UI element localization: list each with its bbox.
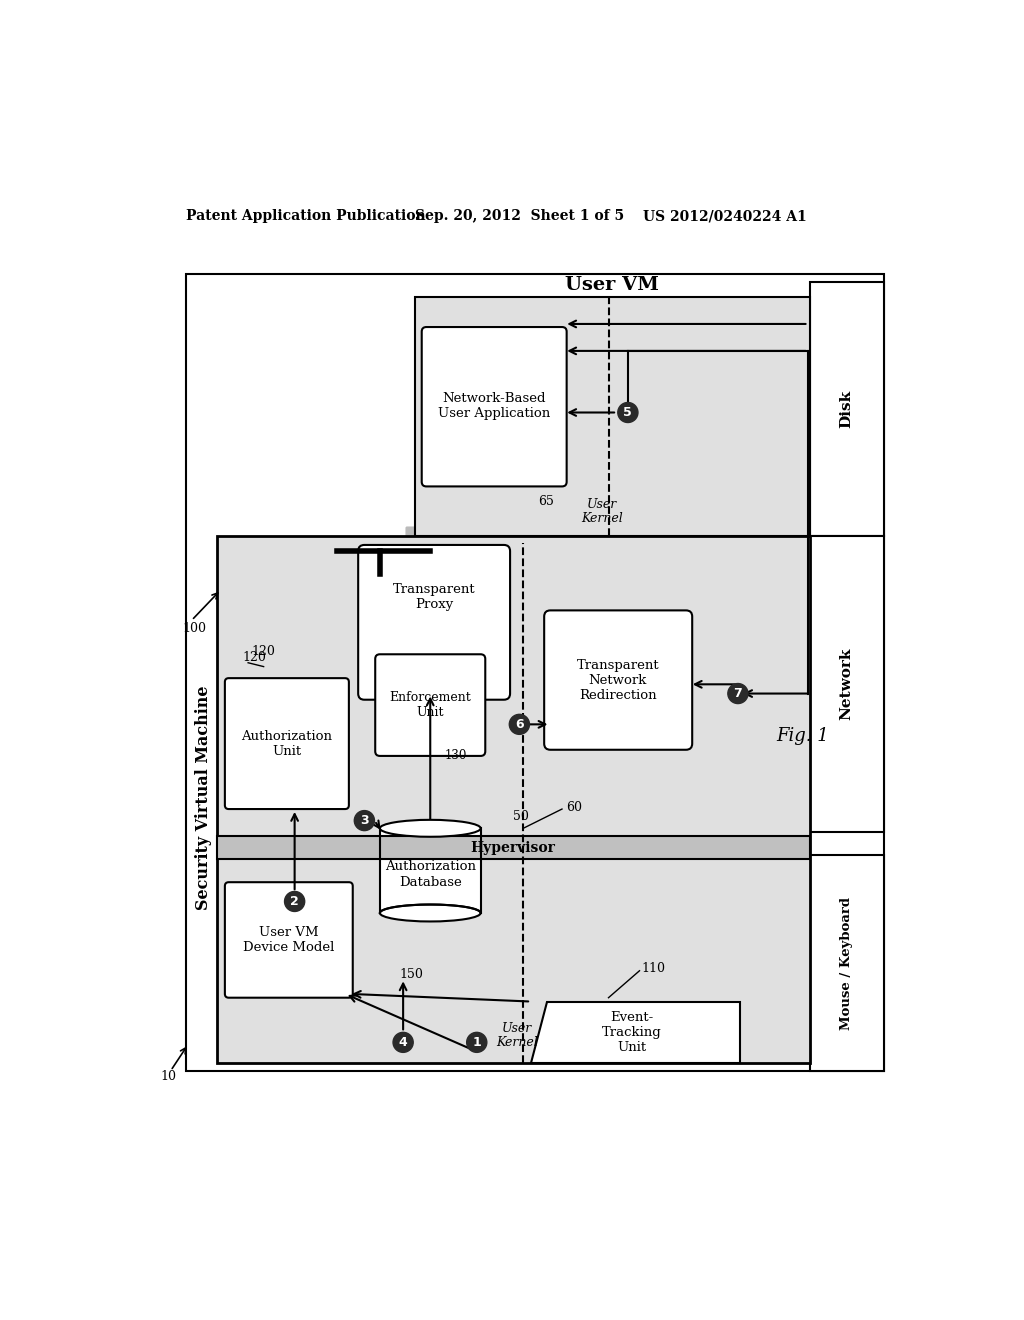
Circle shape [285, 891, 305, 911]
FancyBboxPatch shape [544, 610, 692, 750]
FancyBboxPatch shape [358, 545, 510, 700]
Text: 50: 50 [513, 810, 529, 824]
Text: Hypervisor: Hypervisor [471, 841, 556, 854]
Text: US 2012/0240224 A1: US 2012/0240224 A1 [643, 209, 807, 223]
Text: Mouse / Keyboard: Mouse / Keyboard [840, 896, 853, 1030]
Text: User: User [502, 1022, 532, 1035]
Circle shape [728, 684, 748, 704]
FancyBboxPatch shape [422, 327, 566, 487]
FancyBboxPatch shape [406, 527, 808, 553]
Text: User VM
Device Model: User VM Device Model [243, 925, 334, 954]
Text: Transparent
Network
Redirection: Transparent Network Redirection [577, 659, 659, 702]
Text: Authorization
Unit: Authorization Unit [242, 730, 333, 758]
Text: 130: 130 [444, 748, 467, 762]
Circle shape [354, 810, 375, 830]
Text: 3: 3 [360, 814, 369, 828]
Text: User: User [587, 499, 617, 511]
Text: 110: 110 [642, 962, 666, 975]
Text: 60: 60 [566, 801, 582, 814]
FancyBboxPatch shape [225, 678, 349, 809]
Text: Disk: Disk [840, 389, 853, 428]
Text: Network-Based
User Application: Network-Based User Application [437, 392, 550, 420]
Ellipse shape [380, 820, 480, 837]
Bar [186, 275, 884, 1071]
Ellipse shape [380, 904, 480, 921]
FancyBboxPatch shape [375, 655, 485, 756]
Text: Kernel: Kernel [497, 1036, 538, 1049]
Text: 100: 100 [182, 622, 206, 635]
Bar [380, 829, 480, 913]
FancyBboxPatch shape [225, 882, 352, 998]
Bar [217, 536, 810, 1063]
Text: 65: 65 [539, 495, 554, 508]
Bar [217, 836, 810, 859]
Text: Authorization
Database: Authorization Database [385, 861, 476, 888]
Text: 150: 150 [399, 968, 423, 981]
Text: 120: 120 [252, 644, 275, 657]
Circle shape [509, 714, 529, 734]
Circle shape [617, 403, 638, 422]
Text: Event-
Tracking
Unit: Event- Tracking Unit [602, 1011, 662, 1053]
Text: 7: 7 [733, 686, 742, 700]
Text: Patent Application Publication: Patent Application Publication [186, 209, 426, 223]
Bar [810, 281, 884, 536]
Circle shape [393, 1032, 414, 1052]
Bar [415, 297, 810, 536]
Bar [810, 855, 884, 1071]
Polygon shape [531, 1002, 740, 1063]
Text: Enforcement
Unit: Enforcement Unit [389, 692, 471, 719]
Text: 6: 6 [515, 718, 523, 731]
Bar [810, 536, 884, 832]
Text: User VM: User VM [565, 276, 659, 294]
Text: 5: 5 [624, 407, 632, 418]
Text: Sep. 20, 2012  Sheet 1 of 5: Sep. 20, 2012 Sheet 1 of 5 [415, 209, 624, 223]
Text: Fig. 1: Fig. 1 [776, 727, 828, 744]
Text: 4: 4 [398, 1036, 408, 1049]
Text: Kernel: Kernel [582, 512, 624, 525]
Text: Transparent
Proxy: Transparent Proxy [393, 583, 475, 611]
Text: 10: 10 [161, 1069, 176, 1082]
Text: 1: 1 [472, 1036, 481, 1049]
Text: 120: 120 [243, 651, 266, 664]
Circle shape [467, 1032, 486, 1052]
Text: Network: Network [840, 648, 853, 721]
Text: 2: 2 [290, 895, 299, 908]
Text: Security Virtual Machine: Security Virtual Machine [196, 685, 212, 909]
